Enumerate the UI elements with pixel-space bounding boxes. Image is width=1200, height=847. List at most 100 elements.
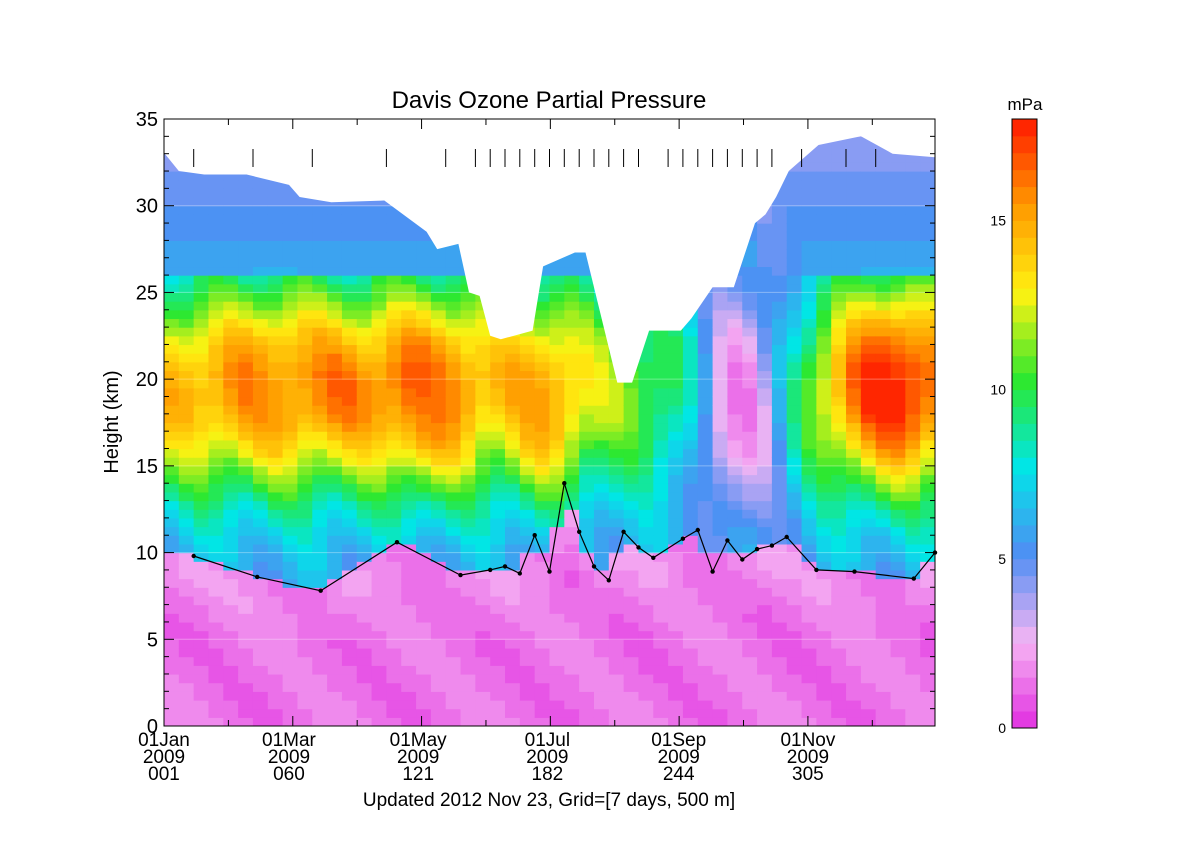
heatmap-cell bbox=[831, 604, 847, 614]
heatmap-cell bbox=[579, 448, 595, 458]
heatmap-cell bbox=[401, 656, 417, 666]
heatmap-cell bbox=[727, 431, 743, 441]
heatmap-cell bbox=[460, 474, 476, 484]
heatmap-cell bbox=[757, 691, 773, 701]
heatmap-cell bbox=[682, 370, 699, 380]
heatmap-cell bbox=[579, 283, 595, 294]
heatmap-cell bbox=[638, 569, 654, 580]
heatmap-cell bbox=[846, 569, 862, 580]
heatmap-cell bbox=[327, 587, 343, 597]
heatmap-cell bbox=[905, 448, 921, 458]
heatmap-cell bbox=[341, 708, 358, 718]
heatmap-cell bbox=[505, 500, 521, 510]
heatmap-cell bbox=[816, 500, 832, 510]
heatmap-cell bbox=[401, 491, 417, 502]
heatmap-cell bbox=[386, 517, 402, 528]
heatmap-cell bbox=[460, 561, 476, 571]
heatmap-cell bbox=[846, 145, 862, 155]
heatmap-cell bbox=[697, 370, 714, 380]
heatmap-cell bbox=[623, 561, 640, 571]
heatmap-cell bbox=[416, 431, 432, 441]
heatmap-cell bbox=[252, 240, 269, 250]
heatmap-cell bbox=[430, 552, 447, 562]
heatmap-cell bbox=[445, 621, 462, 632]
heatmap-cell bbox=[608, 691, 625, 701]
heatmap-cell bbox=[341, 682, 358, 692]
heatmap-cell bbox=[475, 587, 491, 597]
heatmap-cell bbox=[178, 578, 195, 588]
heatmap-cell bbox=[668, 613, 684, 623]
heatmap-cell bbox=[564, 639, 580, 649]
heatmap-cell bbox=[579, 275, 595, 285]
heatmap-cell bbox=[757, 309, 773, 320]
heatmap-cell bbox=[341, 361, 358, 372]
heatmap-cell bbox=[801, 708, 817, 718]
heatmap-cell bbox=[905, 335, 921, 346]
heatmap-cell bbox=[816, 708, 832, 718]
heatmap-cell bbox=[801, 578, 817, 588]
heatmap-cell bbox=[860, 673, 877, 684]
heatmap-cell bbox=[816, 283, 832, 294]
heatmap-cell bbox=[668, 483, 684, 493]
heatmap-cell bbox=[401, 708, 417, 718]
heatmap-cell bbox=[282, 275, 299, 285]
heatmap-cell bbox=[846, 396, 862, 406]
heatmap-cell bbox=[193, 665, 210, 675]
heatmap-cell bbox=[757, 569, 773, 580]
heatmap-cell bbox=[252, 283, 269, 294]
heatmap-cell bbox=[727, 682, 743, 692]
heatmap-cell bbox=[445, 405, 462, 415]
heatmap-cell bbox=[416, 604, 432, 614]
heatmap-cell bbox=[282, 214, 299, 224]
heatmap-cell bbox=[860, 500, 877, 510]
heatmap-cell bbox=[475, 465, 491, 476]
heatmap-cell bbox=[860, 179, 877, 189]
heatmap-cell bbox=[238, 457, 254, 467]
heatmap-cell bbox=[801, 387, 817, 398]
heatmap-cell bbox=[831, 335, 847, 346]
heatmap-cell bbox=[327, 422, 343, 432]
heatmap-cell bbox=[742, 691, 758, 701]
heatmap-cell bbox=[801, 413, 817, 424]
heatmap-cell bbox=[401, 673, 417, 684]
heatmap-cell bbox=[252, 509, 269, 519]
heatmap-cell bbox=[549, 682, 565, 692]
heatmap-cell bbox=[742, 275, 758, 285]
heatmap-cell bbox=[593, 587, 610, 597]
heatmap-cell bbox=[653, 717, 669, 726]
heatmap-cell bbox=[223, 604, 239, 614]
heatmap-cell bbox=[757, 457, 773, 467]
heatmap-cell bbox=[208, 171, 224, 181]
heatmap-cell bbox=[490, 509, 506, 519]
heatmap-cell bbox=[638, 491, 654, 502]
heatmap-cell bbox=[223, 656, 239, 666]
heatmap-cell bbox=[771, 266, 788, 276]
heatmap-cell bbox=[164, 604, 180, 614]
heatmap-cell bbox=[831, 301, 847, 311]
heatmap-cell bbox=[178, 361, 195, 372]
heatmap-cell bbox=[593, 405, 610, 415]
heatmap-cell bbox=[875, 448, 892, 458]
heatmap-cell bbox=[430, 699, 447, 710]
heatmap-cell bbox=[712, 543, 729, 554]
heatmap-cell bbox=[905, 578, 921, 588]
heatmap-cell bbox=[905, 587, 921, 597]
heatmap-cell bbox=[401, 240, 417, 250]
heatmap-cell bbox=[282, 361, 299, 372]
heatmap-cell bbox=[564, 673, 580, 684]
heatmap-cell bbox=[164, 526, 180, 536]
heatmap-cell bbox=[430, 630, 447, 640]
heatmap-cell bbox=[193, 439, 210, 450]
heatmap-cell bbox=[193, 318, 210, 328]
heatmap-cell bbox=[771, 439, 788, 450]
heatmap-cell bbox=[297, 717, 313, 726]
heatmap-cell bbox=[490, 699, 506, 710]
heatmap-cell bbox=[668, 535, 684, 545]
heatmap-cell bbox=[786, 370, 803, 380]
heatmap-cell bbox=[549, 439, 565, 450]
heatmap-cell bbox=[356, 214, 373, 224]
heatmap-cell bbox=[786, 344, 803, 354]
heatmap-cell bbox=[164, 717, 180, 726]
heatmap-cell bbox=[267, 405, 284, 415]
heatmap-cell bbox=[327, 500, 343, 510]
